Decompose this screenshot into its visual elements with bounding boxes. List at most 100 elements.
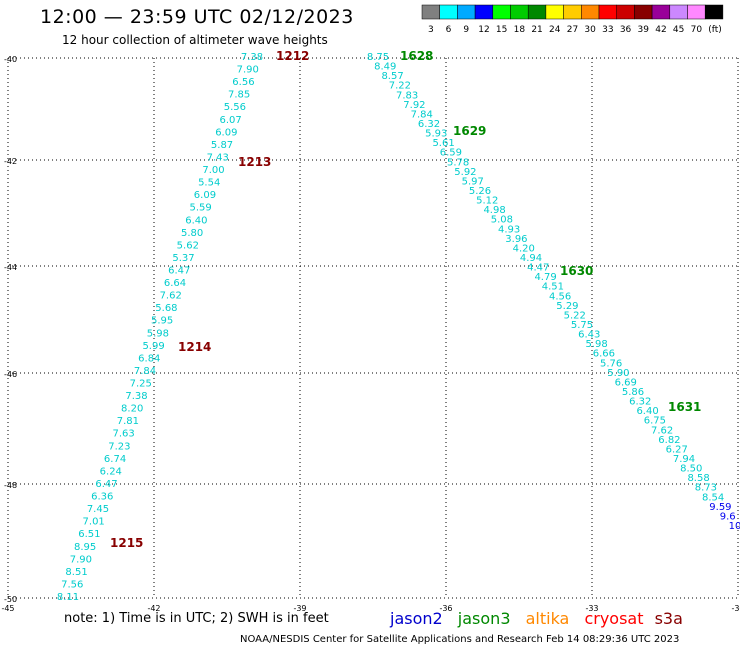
lon-tick-label: -36 xyxy=(439,604,452,613)
wave-height-label: 7.81 xyxy=(117,416,139,427)
wave-height-label: 6.32 xyxy=(418,119,440,130)
track-time-label: 1631 xyxy=(668,400,701,414)
page-subtitle: 12 hour collection of altimeter wave hei… xyxy=(62,33,328,47)
wave-height-label: 7.38 xyxy=(125,391,147,402)
wave-height-label: 6.09 xyxy=(194,190,216,201)
color-scale-swatch xyxy=(545,4,564,20)
footer-credit: NOAA/NESDIS Center for Satellite Applica… xyxy=(240,634,680,645)
wave-height-label: 6.43 xyxy=(578,330,600,341)
wave-height-label: 7.84 xyxy=(411,109,433,120)
wave-height-label: 7.45 xyxy=(87,504,109,515)
track-time-label: 1629 xyxy=(453,124,486,138)
wave-height-label: 4.47 xyxy=(527,263,549,274)
color-scale-swatch xyxy=(492,4,511,20)
lat-tick-label: -42 xyxy=(4,157,17,166)
footer-note: note: 1) Time is in UTC; 2) SWH is in fe… xyxy=(64,611,329,626)
wave-height-label: 5.61 xyxy=(432,138,454,149)
color-scale-label: 15 xyxy=(496,25,507,35)
wave-height-label: 5.99 xyxy=(142,341,164,352)
color-scale-label: 27 xyxy=(567,25,578,35)
satellite-jason2: jason2 xyxy=(390,609,443,628)
color-scale-swatch xyxy=(687,4,706,20)
wave-height-label: 5.98 xyxy=(585,339,607,350)
color-scale-swatch xyxy=(598,4,617,20)
lon-tick-label: -45 xyxy=(1,604,14,613)
wave-height-label: 6.36 xyxy=(91,492,113,503)
wave-height-label: 6.24 xyxy=(100,466,122,477)
wave-height-label: 8.75 xyxy=(367,52,389,63)
wave-height-label: 7.25 xyxy=(130,379,152,390)
wave-height-label: 5.76 xyxy=(600,358,622,369)
wave-height-label: 4.98 xyxy=(483,205,505,216)
color-scale-swatch xyxy=(421,4,440,20)
lon-tick-label: -30 xyxy=(731,604,740,613)
wave-height-label: 5.80 xyxy=(181,228,203,239)
wave-height-label: 5.86 xyxy=(622,387,644,398)
wave-height-label: 8.54 xyxy=(702,492,724,503)
color-scale-label: 6 xyxy=(446,25,452,35)
wave-height-label: 3.96 xyxy=(505,234,527,245)
wave-height-label: 8.50 xyxy=(680,464,702,475)
wave-height-label: 5.68 xyxy=(155,303,177,314)
color-scale-swatch xyxy=(474,4,494,20)
lat-tick-label: -50 xyxy=(4,595,17,604)
color-scale-swatch xyxy=(457,4,476,20)
wave-height-label: 4.79 xyxy=(534,272,556,283)
lat-tick-label: -40 xyxy=(4,55,17,64)
wave-height-label: 5.97 xyxy=(462,176,484,187)
wave-height-label: 7.85 xyxy=(228,90,250,101)
color-scale-label: 30 xyxy=(584,25,596,35)
color-scale-label: 21 xyxy=(531,25,542,35)
wave-height-label: 8.58 xyxy=(687,473,709,484)
wave-height-label: 4.94 xyxy=(520,253,542,264)
satellite-altika: altika xyxy=(525,609,570,628)
color-scale-swatch xyxy=(651,4,671,20)
lon-tick-label: -42 xyxy=(147,604,160,613)
wave-height-label: 7.63 xyxy=(112,429,134,440)
wave-height-label: 6.09 xyxy=(215,127,237,138)
wave-height-label: 7.00 xyxy=(202,165,224,176)
color-scale-swatch xyxy=(704,4,724,20)
color-scale-label: 39 xyxy=(638,25,650,35)
wave-height-label: 6.59 xyxy=(440,148,462,159)
wave-height-label: 9.59 xyxy=(709,502,731,513)
track-time-label: 1212 xyxy=(276,49,309,63)
color-scale-swatch xyxy=(669,4,688,20)
wave-height-label: 8.49 xyxy=(374,62,396,73)
color-scale-label: 9 xyxy=(463,25,469,35)
color-scale-swatch xyxy=(510,4,529,20)
wave-height-label: 4.51 xyxy=(542,282,564,293)
wave-height-label: 6.84 xyxy=(138,353,160,364)
wave-height-label: 7.01 xyxy=(83,517,105,528)
wave-height-label: 6.07 xyxy=(219,115,241,126)
wave-height-label: 6.82 xyxy=(658,435,680,446)
color-scale-label: 18 xyxy=(514,25,526,35)
wave-height-label: 8.57 xyxy=(381,71,403,82)
color-scale-label: 45 xyxy=(673,25,684,35)
wave-height-label: 7.90 xyxy=(70,554,92,565)
wave-height-label: 7.92 xyxy=(403,100,425,111)
wave-height-label: 5.22 xyxy=(564,310,586,321)
color-scale-unit: (ft) xyxy=(708,25,722,35)
color-scale-label: 42 xyxy=(655,25,666,35)
wave-height-label: 8.11 xyxy=(57,592,79,603)
wave-height-label: 5.95 xyxy=(151,316,173,327)
wave-height-label: 5.92 xyxy=(454,167,476,178)
wave-height-label: 7.43 xyxy=(207,152,229,163)
wave-height-label: 7.62 xyxy=(651,425,673,436)
wave-height-label: 5.78 xyxy=(447,157,469,168)
wave-height-label: 8.20 xyxy=(121,404,143,415)
page-title: 12:00 — 23:59 UTC 02/12/2023 xyxy=(40,6,354,28)
wave-height-label: 5.26 xyxy=(469,186,491,197)
color-scale-label: 3 xyxy=(428,25,434,35)
wave-height-label: 5.59 xyxy=(190,203,212,214)
lon-tick-label: -39 xyxy=(293,604,306,613)
wave-height-label: 7.62 xyxy=(160,291,182,302)
color-scale-label: 12 xyxy=(478,25,489,35)
wave-height-label: 5.75 xyxy=(571,320,593,331)
satellite-cryosat: cryosat xyxy=(584,609,644,628)
track-time-label: 1630 xyxy=(560,264,593,278)
wave-height-label: 6.51 xyxy=(78,529,100,540)
